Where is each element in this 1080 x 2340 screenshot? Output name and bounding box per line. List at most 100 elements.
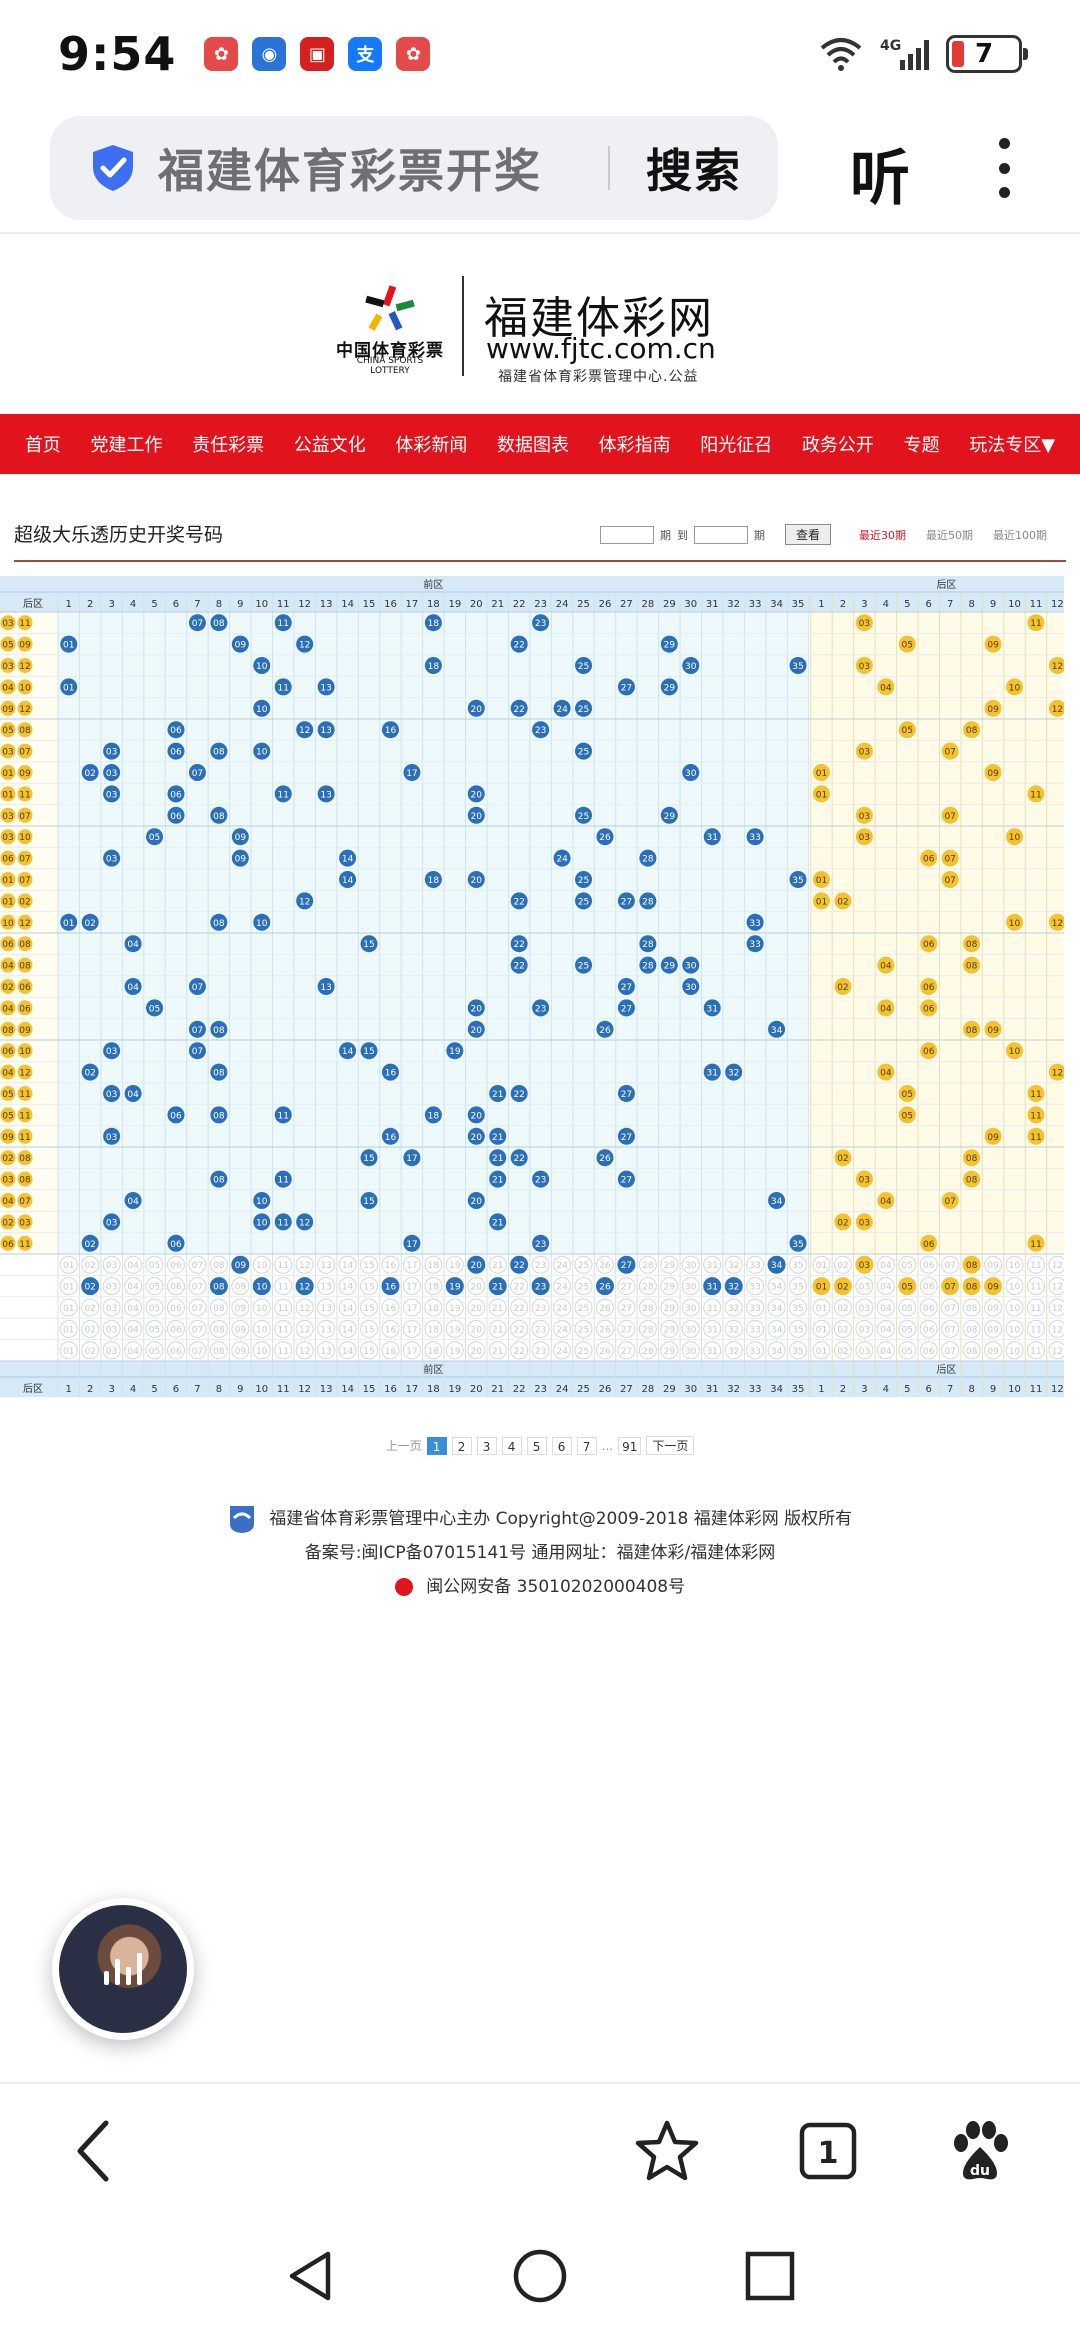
front-column-label: 25 [577, 599, 590, 610]
empty-front-ball [424, 1298, 443, 1317]
front-ball-number: 07 [192, 1026, 203, 1036]
nav-item-games[interactable]: 玩法专区▼ [969, 435, 1056, 456]
nav-item-home[interactable]: 首页 [24, 435, 61, 456]
front-ball-number: 03 [106, 855, 117, 865]
front-ball [210, 806, 228, 824]
china-sports-lottery-logo-icon[interactable] [362, 282, 418, 334]
nav-item-topics[interactable]: 专题 [903, 435, 940, 456]
star-bookmark-icon[interactable] [632, 2116, 702, 2186]
end-period-input[interactable] [694, 525, 748, 544]
back-ball-number: 10 [1009, 833, 1021, 843]
back-column-label: 10 [1008, 599, 1021, 610]
front-ball-number: 08 [213, 1111, 225, 1121]
empty-front-ball [59, 1319, 78, 1338]
nav-item-welfare[interactable]: 公益文化 [293, 435, 366, 456]
back-ball-number: 09 [987, 1133, 999, 1143]
empty-front-ball [360, 1255, 379, 1274]
page-link[interactable]: 6 [551, 1436, 572, 1455]
next-page-link[interactable]: 下一页 [646, 1436, 695, 1455]
recent-30-link[interactable]: 最近30期 [859, 528, 907, 542]
empty-back-ball [1048, 1341, 1064, 1360]
row-label-ball [17, 829, 33, 845]
front-ball [231, 828, 249, 846]
front-ball [381, 1063, 399, 1081]
nav-item-responsible[interactable]: 责任彩票 [192, 435, 265, 456]
stat-back-number: 09 [987, 1261, 999, 1271]
search-input[interactable]: 福建体育彩票开奖 搜索 [50, 116, 778, 220]
search-query[interactable]: 福建体育彩票开奖 [158, 144, 542, 198]
query-button[interactable]: 查看 [785, 524, 832, 545]
nav-item-charts[interactable]: 数据图表 [497, 435, 570, 456]
back-ball-number: 12 [1052, 705, 1063, 715]
start-period-input[interactable] [600, 525, 654, 544]
front-ball-number: 08 [213, 748, 225, 758]
system-recents-icon[interactable] [740, 2246, 800, 2306]
more-options-icon[interactable] [992, 138, 1016, 198]
empty-front-ball [746, 1341, 765, 1360]
front-ball [124, 978, 142, 995]
baidu-paw-icon[interactable]: du [945, 2116, 1015, 2186]
nav-item-guide[interactable]: 体彩指南 [598, 435, 671, 456]
recent-50-link[interactable]: 最近50期 [926, 528, 974, 542]
page-link[interactable]: 5 [526, 1436, 547, 1455]
stat-front-number: 26 [599, 1347, 611, 1357]
selected-front-ball [81, 1277, 100, 1296]
front-ball [660, 635, 678, 653]
nav-item-news[interactable]: 体彩新闻 [395, 435, 468, 456]
stat-back-number: 05 [902, 1347, 913, 1357]
network-type: 4G [880, 38, 901, 54]
system-back-icon[interactable] [280, 2246, 340, 2306]
front-ball-number: 14 [342, 876, 354, 886]
front-ball-number: 10 [256, 748, 268, 758]
row-label-ball [17, 893, 33, 909]
listen-button[interactable]: 听 [850, 144, 910, 214]
empty-front-ball [145, 1277, 164, 1296]
page-link[interactable]: 4 [501, 1436, 522, 1455]
stat-back-number: 06 [923, 1304, 935, 1314]
stat-front-number: 20 [471, 1283, 483, 1293]
page-link[interactable]: 7 [576, 1436, 597, 1455]
front-column-label: 4 [130, 1384, 136, 1395]
empty-front-ball [145, 1319, 164, 1338]
nav-item-gov[interactable]: 政务公开 [801, 435, 874, 456]
back-ball [963, 721, 981, 739]
nav-item-party[interactable]: 党建工作 [90, 435, 163, 456]
site-name[interactable]: 福建体彩网 [484, 293, 714, 344]
tabs-icon[interactable]: 1 [793, 2116, 863, 2186]
footer-icp[interactable]: 备案号:闽ICP备07015141号 通用网址：福建体彩/福建体彩网 [304, 1543, 776, 1563]
prev-page-link[interactable]: 上一页 [385, 1439, 422, 1453]
system-home-icon[interactable] [510, 2246, 570, 2306]
stat-front-number: 22 [513, 1325, 524, 1335]
back-ball-number: 12 [1052, 1069, 1063, 1079]
nav-item-recruit[interactable]: 阳光征召 [700, 435, 773, 456]
front-ball-number: 20 [471, 1111, 483, 1121]
stat-front-number: 19 [449, 1325, 461, 1335]
footer-police-record[interactable]: 闽公网安备 35010202000408号 [426, 1577, 686, 1597]
front-ball-number: 31 [706, 833, 717, 843]
row-label-ball [0, 1107, 16, 1123]
back-arrow-icon[interactable] [60, 2116, 130, 2186]
floating-voice-avatar[interactable] [52, 1898, 194, 2040]
back-ball [984, 635, 1002, 653]
back-ball [963, 1170, 981, 1188]
page-link[interactable]: 1 [426, 1436, 447, 1455]
front-ball-number: 02 [84, 1240, 95, 1250]
recent-100-link[interactable]: 最近100期 [993, 528, 1048, 542]
empty-front-ball [660, 1298, 679, 1317]
back-ball-number: 02 [837, 897, 848, 907]
row-label-ball [0, 850, 16, 866]
empty-front-ball [381, 1319, 400, 1338]
front-ball-number: 31 [706, 1069, 717, 1079]
row-label-ball [0, 743, 16, 759]
page-link[interactable]: 91 [618, 1436, 642, 1455]
search-button[interactable]: 搜索 [646, 144, 742, 198]
svg-text:1: 1 [818, 2136, 839, 2171]
row-label-ball [17, 1000, 33, 1016]
empty-back-ball [855, 1341, 874, 1360]
front-ball-number: 16 [385, 1069, 397, 1079]
front-ball [467, 1192, 485, 1209]
page-link[interactable]: 2 [451, 1436, 472, 1455]
front-ball [167, 785, 185, 803]
empty-front-ball [746, 1255, 765, 1274]
page-link[interactable]: 3 [476, 1436, 497, 1455]
